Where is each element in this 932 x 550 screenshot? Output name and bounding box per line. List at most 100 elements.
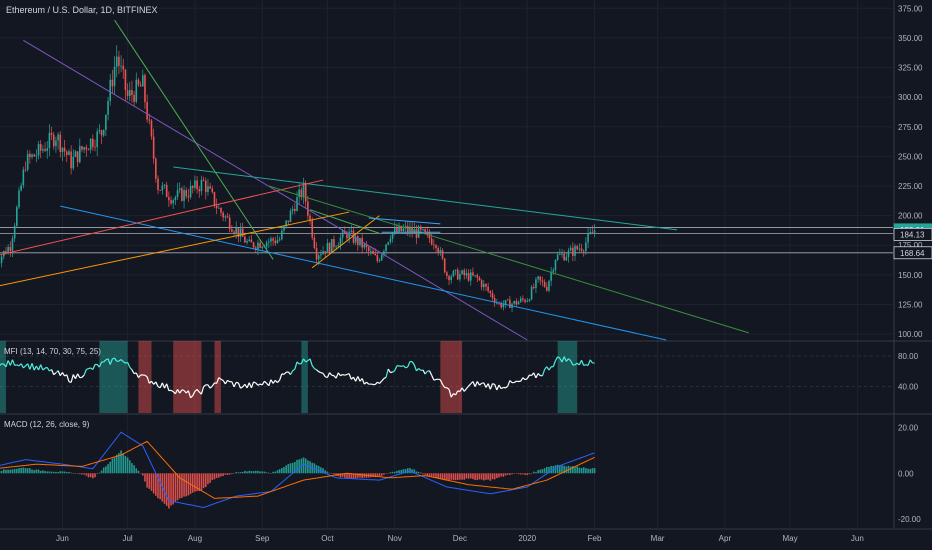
candle-body <box>324 251 327 254</box>
macd-bar <box>296 459 298 474</box>
macd-bar <box>81 473 83 475</box>
candle-body <box>539 276 542 281</box>
macd-bar <box>541 469 544 474</box>
mfi-line-segment <box>150 380 155 385</box>
mfi-line-segment <box>86 368 89 371</box>
mfi-line-segment <box>401 365 404 367</box>
candle-body <box>118 56 120 66</box>
candle-body <box>161 185 164 191</box>
candle-body <box>207 186 209 193</box>
macd-bar <box>2 469 5 474</box>
mfi-line-segment <box>326 372 331 378</box>
candle-body <box>461 270 463 274</box>
chart-title: Ethereum / U.S. Dollar, 1D, BITFINEX <box>6 5 158 15</box>
macd-bar <box>578 467 581 474</box>
mfi-line-segment <box>498 384 502 389</box>
candle-body <box>120 65 122 67</box>
mfi-line-segment <box>455 390 459 396</box>
mfi-line-segment <box>200 386 205 395</box>
mfi-line-segment <box>479 382 483 386</box>
candle-body <box>315 248 318 260</box>
candle-body <box>46 148 49 151</box>
mfi-line-segment <box>335 372 339 379</box>
candle-body <box>96 131 98 148</box>
mfi-line-segment <box>314 368 317 371</box>
candle-body <box>244 236 246 243</box>
candle-body <box>285 220 287 227</box>
mfi-line-segment <box>385 368 389 378</box>
macd-bar <box>74 473 77 474</box>
mfi-line-segment <box>127 362 131 368</box>
candle-body <box>298 189 300 198</box>
candles <box>0 45 596 313</box>
mfi-line-segment <box>407 361 411 368</box>
macd-bar <box>228 473 231 475</box>
candle-body <box>83 147 85 150</box>
mfi-line-segment <box>109 358 113 365</box>
mfi-line-segment <box>144 374 148 378</box>
macd-bar <box>50 471 53 474</box>
y-tick-label: 175.00 <box>898 241 923 250</box>
mfi-line-segment <box>248 382 252 389</box>
mfi-line-segment <box>492 383 495 385</box>
macd-bar <box>289 463 292 474</box>
mfi-line-segment <box>51 369 55 375</box>
mfi-zone <box>440 341 463 413</box>
mfi-line-segment <box>214 382 217 385</box>
price-label-box <box>893 228 932 241</box>
mfi-line-segment <box>578 359 583 366</box>
macd-bar <box>26 468 29 474</box>
macd-bar <box>72 473 75 474</box>
macd-bar <box>18 468 20 474</box>
macd-bar <box>320 467 322 474</box>
macd-bar <box>513 473 516 474</box>
candle-body <box>70 151 72 169</box>
macd-bar <box>506 473 509 475</box>
mfi-line-segment <box>14 364 17 367</box>
macd-bar <box>504 473 507 476</box>
mfi-line-segment <box>316 369 320 373</box>
macd-bar <box>124 455 127 474</box>
mfi-line-segment <box>325 376 328 379</box>
candle-body <box>157 178 159 190</box>
mfi-line-segment <box>461 387 465 392</box>
trendline <box>311 215 380 269</box>
macd-bar <box>133 465 135 474</box>
macd-bar <box>259 471 261 474</box>
candle-body <box>378 260 381 262</box>
macd-bar <box>115 454 118 474</box>
macd-bar <box>372 473 374 477</box>
mfi-line-segment <box>216 377 220 384</box>
macd-bar <box>515 473 518 474</box>
mfi-line-segment <box>526 374 530 379</box>
candle-body <box>257 242 259 250</box>
macd-bar <box>126 457 129 474</box>
candle-body <box>552 270 555 272</box>
mfi-line-segment <box>448 389 452 398</box>
macd-bar <box>202 473 205 489</box>
mfi-line-segment <box>463 388 467 392</box>
macd-bar <box>465 473 468 479</box>
candle-body <box>176 190 179 198</box>
mfi-line-segment <box>489 383 494 390</box>
macd-bar <box>42 470 44 474</box>
macd-bar <box>424 473 426 475</box>
mfi-line-segment <box>155 381 159 387</box>
mfi-line-segment <box>16 364 20 367</box>
mfi-line-segment <box>33 365 37 371</box>
macd-bar <box>543 468 546 474</box>
candle-body <box>31 154 33 158</box>
mfi-line-segment <box>22 365 26 369</box>
mfi-line-segment <box>131 369 135 374</box>
mfi-line-segment <box>227 379 230 383</box>
macd-bar <box>450 473 453 480</box>
macd-label: MACD (12, 26, close, 9) <box>4 420 90 429</box>
candle-body <box>61 147 64 152</box>
macd-bar <box>404 469 407 474</box>
candle-body <box>459 273 461 280</box>
candle-body <box>576 246 578 250</box>
mfi-line-segment <box>88 367 91 370</box>
macd-bar <box>107 464 109 474</box>
macd-bar <box>252 471 255 474</box>
